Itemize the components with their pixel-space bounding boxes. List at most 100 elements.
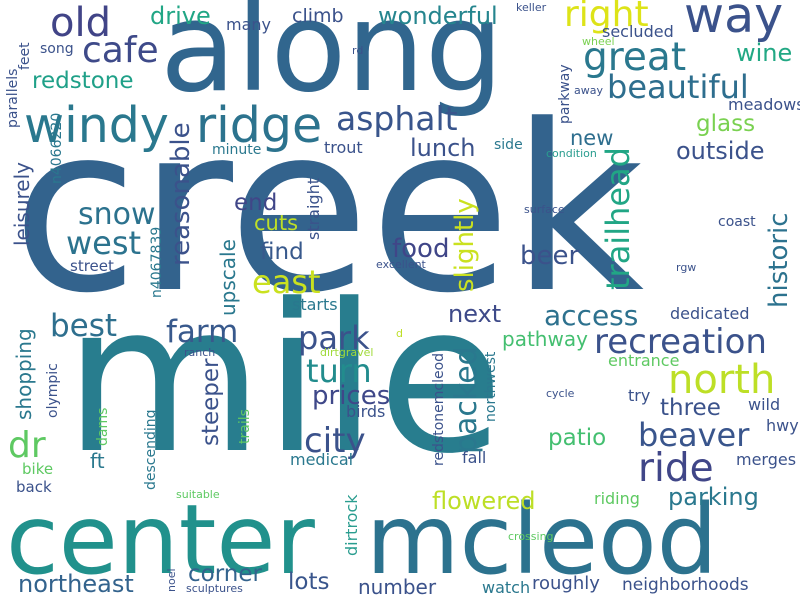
word-parking: parking bbox=[668, 483, 759, 511]
word-mcleod: mcleod bbox=[366, 484, 718, 596]
word-northeast: northeast bbox=[18, 570, 134, 598]
word-hwy: hwy bbox=[766, 416, 799, 435]
word-slightly: slightly bbox=[450, 198, 480, 292]
word-glass: glass bbox=[696, 111, 756, 137]
word-food: food bbox=[392, 234, 450, 264]
word-roughly: roughly bbox=[532, 573, 600, 594]
word-pathway: pathway bbox=[502, 327, 588, 351]
word-cuts: cuts bbox=[254, 211, 299, 235]
word-best: best bbox=[50, 308, 118, 344]
word-wine: wine bbox=[736, 39, 793, 67]
word-flowered: flowered bbox=[432, 487, 536, 515]
word-wheel: wheel bbox=[582, 35, 615, 48]
word-upscale: upscale bbox=[216, 239, 240, 316]
word-coast: coast bbox=[718, 214, 756, 230]
word-back: back bbox=[16, 478, 52, 496]
word-new: new bbox=[570, 126, 614, 150]
word-historic: historic bbox=[764, 212, 794, 308]
word-mile: mile bbox=[64, 261, 504, 499]
word-street: street bbox=[70, 257, 114, 275]
word-n4066220: n4066220 bbox=[49, 112, 65, 184]
word-straight: straight bbox=[304, 177, 323, 240]
word-redstonemcleod: redstonemcleod bbox=[431, 352, 447, 466]
word-olympic: olympic bbox=[45, 363, 61, 418]
word-snow: snow bbox=[78, 197, 156, 232]
word-away: away bbox=[574, 84, 603, 97]
word-east: east bbox=[252, 263, 321, 301]
word-dedicated: dedicated bbox=[670, 304, 750, 323]
word-dirtgravel: dirtgravel bbox=[320, 346, 374, 359]
word-climb: climb bbox=[292, 5, 344, 27]
word-ride: ride bbox=[638, 446, 714, 491]
word-parkway: parkway bbox=[557, 64, 573, 124]
word-turn: turn bbox=[306, 352, 372, 390]
word-dirtrock: dirtrock bbox=[342, 494, 361, 556]
word-old: old bbox=[50, 0, 111, 46]
word-descending: descending bbox=[143, 409, 159, 490]
word-creek: creek bbox=[12, 77, 645, 344]
word-song: song bbox=[40, 41, 74, 57]
word-try: try bbox=[628, 386, 651, 405]
word-beer: beer bbox=[520, 241, 580, 271]
word-dams: dams bbox=[95, 407, 111, 446]
word-along: along bbox=[160, 0, 504, 120]
word-entrance: entrance bbox=[608, 351, 680, 370]
word-shopping: shopping bbox=[12, 328, 36, 420]
word-cycle: cycle bbox=[546, 387, 575, 400]
word-birds: birds bbox=[346, 402, 386, 421]
word-number: number bbox=[358, 575, 437, 599]
word-windy: windy bbox=[24, 97, 169, 154]
word-three: three bbox=[660, 395, 721, 421]
word-center: center bbox=[6, 484, 315, 596]
word-west: west bbox=[66, 224, 142, 262]
word-minute: minute bbox=[212, 142, 262, 158]
word-trout: trout bbox=[324, 138, 363, 157]
word-wild: wild bbox=[748, 395, 781, 414]
word-riding: riding bbox=[594, 489, 640, 508]
word-meadows: meadows bbox=[728, 95, 800, 114]
word-feet: feet bbox=[17, 42, 33, 70]
word-recreation: recreation bbox=[594, 322, 767, 362]
word-patio: patio bbox=[548, 425, 607, 451]
word-surface: surface bbox=[524, 203, 565, 216]
word-packed: packed bbox=[449, 346, 484, 454]
word-noel: noel bbox=[165, 568, 178, 592]
word-farm: farm bbox=[166, 314, 239, 350]
word-side: side bbox=[494, 137, 523, 153]
word-way: way bbox=[684, 0, 784, 44]
word-medical: medical bbox=[290, 450, 354, 469]
word-great: great bbox=[583, 35, 687, 80]
word-park: park bbox=[298, 319, 370, 357]
word-bike: bike bbox=[22, 460, 54, 478]
word-northwest: northwest bbox=[483, 351, 499, 422]
word-d: d bbox=[396, 327, 403, 340]
word-reasonable: reasonable bbox=[166, 122, 196, 266]
word-city: city bbox=[304, 421, 366, 461]
word-many: many bbox=[226, 15, 271, 34]
word-asphalt: asphalt bbox=[336, 99, 458, 138]
word-trails: trails bbox=[237, 409, 253, 444]
word-next: next bbox=[448, 300, 502, 328]
word-right: right bbox=[564, 0, 649, 35]
word-drive: drive bbox=[150, 2, 211, 30]
word-parallels: parallels bbox=[5, 68, 21, 128]
word-beaver: beaver bbox=[638, 416, 750, 454]
word-cafe: cafe bbox=[82, 30, 159, 71]
word-neighborhoods: neighborhoods bbox=[622, 575, 749, 595]
word-rgw: rgw bbox=[676, 261, 697, 274]
word-secluded: secluded bbox=[602, 22, 674, 41]
word-ridge: ridge bbox=[196, 97, 323, 154]
word-find: find bbox=[260, 239, 304, 265]
word-lots: lots bbox=[288, 569, 330, 595]
word-beautiful: beautiful bbox=[607, 68, 749, 106]
word-outside: outside bbox=[676, 137, 765, 165]
word-access: access bbox=[544, 299, 639, 332]
word-fall: fall bbox=[462, 448, 487, 467]
word-ranch: ranch bbox=[184, 346, 216, 359]
word-rd: rd bbox=[352, 44, 364, 57]
word-corner: corner bbox=[188, 561, 262, 587]
word-n4067839: n4067839 bbox=[149, 226, 165, 298]
word-leisurely: leisurely bbox=[10, 162, 34, 246]
word-lunch: lunch bbox=[410, 134, 476, 162]
